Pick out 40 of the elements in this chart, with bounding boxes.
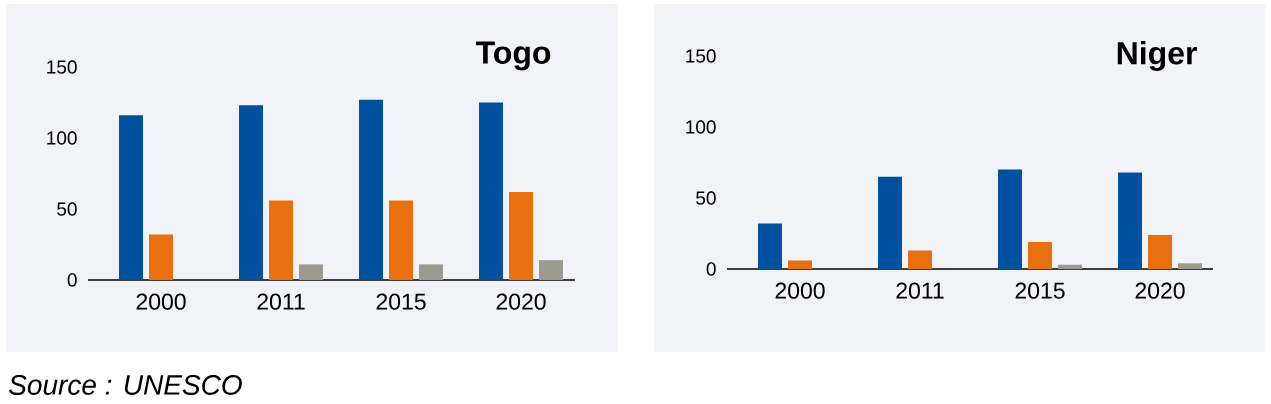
y-tick-label: 150: [47, 60, 77, 74]
y-tick-label: 0: [706, 262, 716, 276]
bar: [758, 223, 782, 269]
chart-title: Niger: [1117, 41, 1197, 71]
y-tick-label: 100: [47, 131, 77, 145]
bar: [1028, 242, 1052, 269]
y-tick-label: 150: [686, 49, 716, 63]
x-tick-label: 2020: [1135, 282, 1185, 299]
x-tick-label: 2015: [376, 293, 426, 310]
y-tick-label: 100: [686, 120, 716, 134]
bar: [359, 99, 384, 280]
x-tick-label: 2015: [1015, 282, 1065, 299]
y-tick-label: 0: [67, 273, 77, 287]
x-tick-label: 2011: [257, 293, 305, 310]
bar: [998, 169, 1022, 269]
bar: [539, 260, 564, 280]
chart-title: Togo: [476, 41, 551, 71]
bar: [1178, 263, 1202, 269]
bar: [1147, 234, 1172, 269]
bar: [149, 234, 174, 280]
bar: [1118, 172, 1142, 269]
bar: [389, 200, 414, 280]
y-tick-label: 50: [57, 202, 77, 216]
y-tick-label: 50: [696, 191, 716, 205]
bar: [119, 115, 144, 280]
x-tick-label: 2000: [136, 293, 186, 310]
bar: [269, 200, 294, 280]
bar: [479, 102, 504, 280]
bar: [239, 105, 264, 280]
source-note: Source : UNESCO: [9, 375, 242, 395]
bar: [788, 260, 812, 269]
x-tick-label: 2011: [896, 282, 944, 299]
bar: [299, 264, 324, 280]
bar: [419, 264, 444, 280]
bar: [1058, 264, 1082, 269]
bar: [509, 191, 534, 280]
bar: [878, 176, 902, 269]
x-tick-label: 2020: [496, 293, 546, 310]
bar: [908, 250, 932, 269]
x-tick-label: 2000: [775, 282, 825, 299]
